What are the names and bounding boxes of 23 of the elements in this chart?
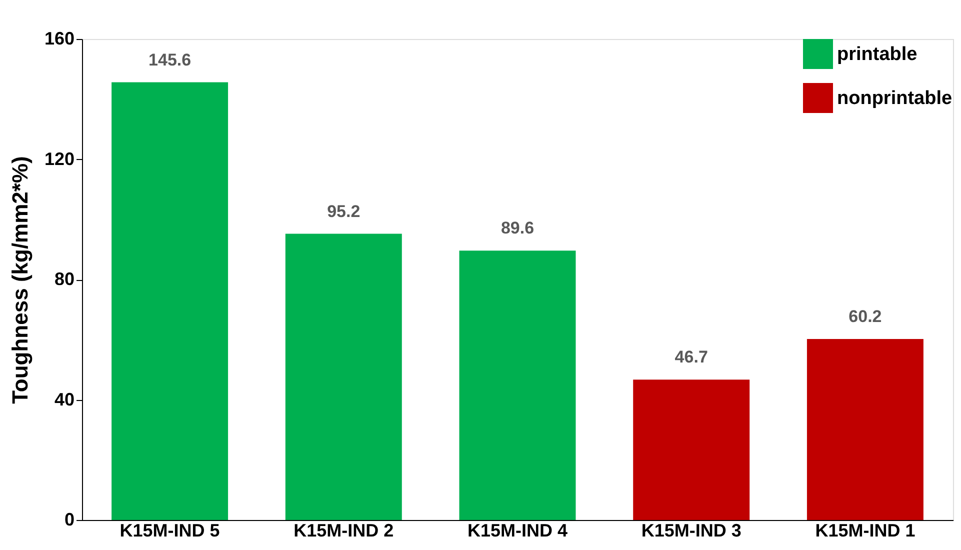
x-tick-label: K15M-IND 2 — [294, 520, 394, 540]
y-tick-label: 160 — [44, 28, 74, 48]
y-tick-label: 0 — [64, 510, 74, 530]
bar — [112, 82, 228, 520]
x-tick-label: K15M-IND 3 — [641, 520, 742, 540]
data-label: 89.6 — [500, 218, 534, 238]
data-label: 145.6 — [148, 50, 192, 70]
y-axis-title: Toughness (kg/mm2*%) — [7, 156, 32, 404]
x-tick-label: K15M-IND 5 — [120, 520, 220, 540]
data-label: 60.2 — [848, 307, 882, 326]
y-tick-label: 40 — [54, 389, 74, 410]
y-tick-label: 120 — [44, 148, 74, 169]
bar — [459, 250, 576, 520]
data-label: 46.7 — [674, 348, 708, 367]
legend-label: printable — [837, 44, 918, 65]
bar — [806, 339, 924, 520]
data-label: 95.2 — [327, 202, 360, 221]
x-tick-label: K15M-IND 1 — [815, 520, 916, 540]
x-tick-label: K15M-IND 4 — [467, 520, 568, 540]
bar — [633, 380, 750, 520]
y-tick-label: 80 — [54, 269, 74, 289]
legend-label: nonprintable — [837, 88, 952, 109]
bar — [285, 234, 402, 520]
